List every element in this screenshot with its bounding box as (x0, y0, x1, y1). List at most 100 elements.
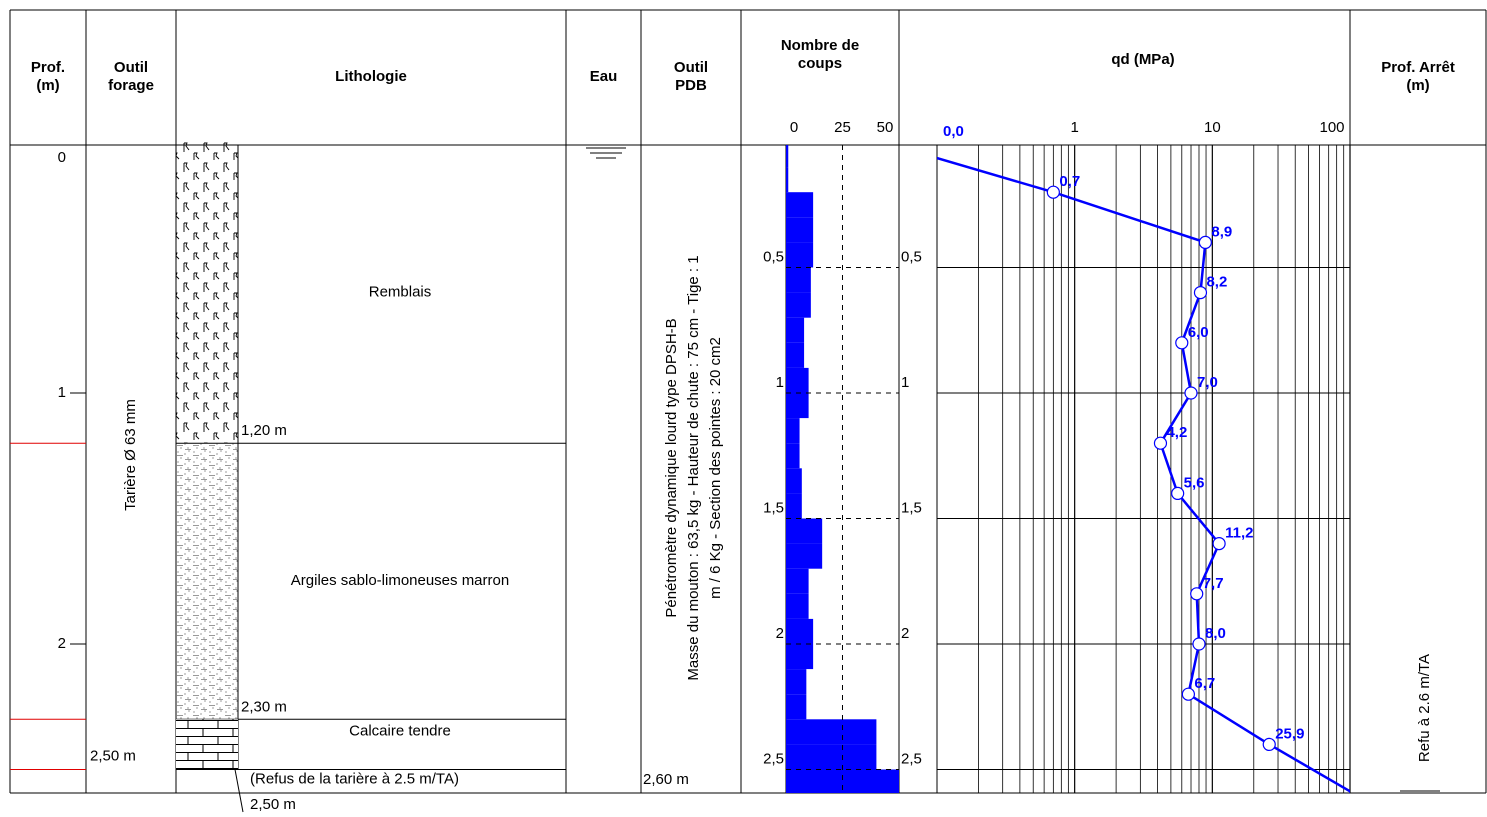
column-header: Eau (589, 68, 618, 85)
bar (786, 769, 899, 793)
bar (786, 744, 877, 770)
bar (786, 618, 814, 644)
data-label: 25,9 (1275, 725, 1304, 742)
qd-line (937, 156, 1350, 793)
data-label: 7,7 (1203, 575, 1224, 592)
bars (786, 145, 899, 793)
column-header: Outil forage (108, 59, 154, 94)
bar (786, 242, 814, 268)
qd-point (1184, 386, 1198, 400)
y-tick-label: 2,5 (763, 750, 784, 767)
bar (786, 493, 802, 519)
qd-point (1181, 687, 1195, 701)
qd-point (1193, 286, 1208, 300)
layer-depth-label: 2,30 m (241, 698, 287, 715)
layer-name: Argiles sablo-limoneuses marron (291, 572, 509, 589)
bar (786, 443, 800, 469)
data-label: 11,2 (1225, 525, 1253, 542)
column-header: Prof. (m) (30, 59, 66, 94)
qd-point (1192, 637, 1206, 651)
bar (786, 694, 807, 720)
y-tick-label: 1,5 (763, 499, 784, 516)
y-tick-label: 0,5 (763, 248, 784, 265)
y-tick-label: 2 (776, 625, 784, 642)
layer-name: Remblais (369, 284, 432, 301)
data-label: 4,2 (1166, 424, 1187, 441)
x-tick-label: 50 (877, 119, 894, 136)
data-label: 8,9 (1211, 223, 1232, 240)
qd-point (1175, 336, 1189, 350)
lithology-pattern (176, 719, 238, 770)
depth-tick-label: 0 (58, 149, 66, 166)
qd-point (1262, 737, 1276, 752)
y-tick-label: 0,5 (901, 248, 922, 265)
pdb-description: Masse du mouton : 63,5 kg - Hauteur de c… (685, 255, 702, 680)
stop-label: Refu à 2.6 m/TA (1416, 654, 1433, 762)
y-tick-label: 2,5 (901, 750, 922, 767)
tool-depth-label: 2,50 m (90, 747, 136, 764)
data-label: 6,7 (1194, 675, 1215, 692)
water-symbol (586, 147, 626, 159)
qd-point (1153, 436, 1168, 450)
column-header: Prof. Arrêt (m) (1381, 59, 1455, 94)
bar (786, 468, 802, 494)
qd-plot (937, 156, 1350, 793)
data-label: 8,2 (1206, 274, 1227, 291)
qd-point (1212, 536, 1226, 551)
bar (786, 267, 811, 293)
y-tick-label: 1,5 (901, 499, 922, 516)
bar (786, 167, 789, 193)
qd-point (1190, 587, 1204, 601)
lithology-pattern (176, 443, 238, 720)
x-tick-label: 0 (790, 119, 798, 136)
bar (786, 292, 811, 318)
column-header: Lithologie (335, 68, 407, 85)
pdb-depth-label: 2,60 m (643, 771, 689, 788)
pdb-description: m / 6 Kg - Section des pointes : 20 cm2 (707, 337, 724, 599)
data-label: 6,0 (1188, 324, 1209, 341)
bar (786, 593, 809, 619)
x-tick-label: 1 (1070, 119, 1078, 136)
layer-depth-label: 2,50 m (250, 796, 296, 813)
x-tick-label: 25 (834, 119, 851, 136)
data-label: 5,6 (1184, 474, 1205, 491)
qd-point (1349, 791, 1350, 793)
pdb-description: Pénétromètre dynamique lourd type DPSH-B (663, 318, 680, 617)
qd-point (1198, 235, 1212, 249)
depth-tick-label: 1 (58, 384, 66, 401)
chart-title: Nombre de coups (780, 37, 860, 72)
bar (786, 217, 814, 243)
bar (786, 568, 809, 594)
lithology-pattern (176, 142, 238, 444)
bar (786, 367, 809, 393)
column-header: Outil PDB (673, 59, 709, 94)
data-label: 0,0 (943, 123, 964, 140)
y-tick-label: 1 (776, 374, 784, 391)
bar (786, 317, 805, 343)
chart-title: qd (MPa) (1111, 51, 1175, 68)
bar (786, 145, 789, 168)
tool-label: Tarière Ø 63 mm (122, 399, 139, 511)
bar (786, 719, 877, 745)
leader (234, 769, 244, 813)
x-tick-label: 100 (1319, 119, 1344, 136)
depth-tick-label: 2 (58, 635, 66, 652)
bar (786, 342, 805, 368)
data-label: 8,0 (1205, 625, 1226, 642)
bar (786, 644, 814, 670)
bar (786, 418, 800, 444)
qd-point (1171, 486, 1185, 500)
y-tick-label: 2 (901, 625, 909, 642)
bar (786, 192, 814, 218)
qd-point (1046, 185, 1060, 199)
layer-depth-label: 1,20 m (241, 422, 287, 439)
layer-note: (Refus de la tarière à 2.5 m/TA) (250, 770, 459, 787)
data-label: 0,7 (1059, 173, 1080, 190)
y-tick-label: 1 (901, 374, 909, 391)
x-tick-label: 10 (1204, 119, 1221, 136)
bar (786, 669, 807, 695)
data-label: 7,0 (1197, 374, 1218, 391)
bar (786, 518, 823, 544)
